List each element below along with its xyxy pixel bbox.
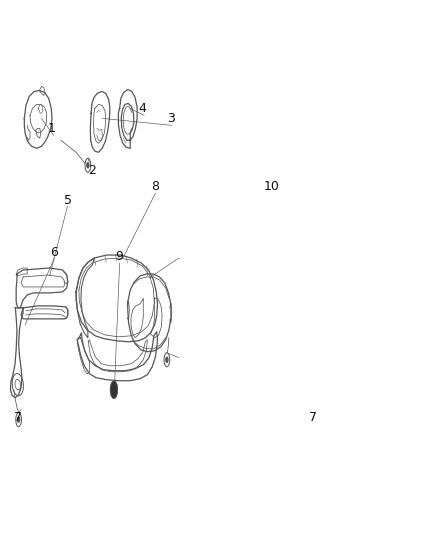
Circle shape [166,357,168,362]
Circle shape [18,417,20,422]
Text: 7: 7 [14,411,22,424]
Text: 8: 8 [151,180,159,193]
Text: 4: 4 [138,102,146,115]
Text: 5: 5 [64,193,72,207]
Text: 7: 7 [309,411,317,424]
Text: 10: 10 [264,180,279,193]
Text: 2: 2 [88,164,96,177]
Text: 1: 1 [48,122,56,135]
Text: 9: 9 [115,249,123,263]
Text: 6: 6 [50,246,58,259]
Circle shape [87,163,89,168]
Text: 3: 3 [167,112,175,125]
Circle shape [111,382,117,398]
